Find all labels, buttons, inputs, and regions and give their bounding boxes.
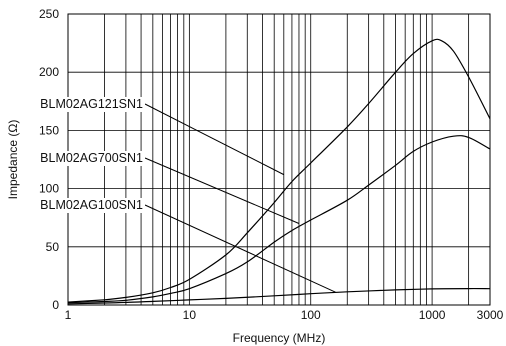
- x-tick-label: 100: [301, 308, 321, 322]
- y-tick-label: 50: [46, 240, 60, 254]
- leader-line: [144, 204, 336, 293]
- y-tick-label: 100: [39, 182, 59, 196]
- leader-line: [144, 103, 285, 176]
- x-tick-label: 3000: [477, 308, 504, 322]
- chart-curves: [67, 38, 491, 305]
- y-tick-label: 0: [52, 298, 59, 312]
- x-tick-label: 10: [183, 308, 197, 322]
- x-tick-label: 1000: [419, 308, 446, 322]
- y-tick-label: 250: [39, 7, 59, 21]
- y-tick-label: 200: [39, 65, 59, 79]
- series-line: [67, 287, 491, 305]
- x-tick-labels: 1 10 100 1000 3000: [65, 308, 504, 322]
- series-labels: BLM02AG121SN1 BLM02AG700SN1 BLM02AG100SN1: [35, 97, 145, 213]
- series-label-background: [35, 97, 145, 112]
- series-line: [67, 38, 491, 303]
- series-label: BLM02AG100SN1: [40, 198, 143, 212]
- series-label-background: [35, 198, 145, 213]
- series-line: [67, 135, 491, 304]
- y-tick-label: 150: [39, 123, 59, 137]
- y-axis-title: Impedance (Ω): [6, 120, 20, 200]
- series-label: BLM02AG121SN1: [40, 97, 143, 111]
- y-tick-labels: 0 50 100 150 200 250: [39, 7, 59, 312]
- series-label-background: [35, 151, 145, 166]
- leader-line: [144, 157, 300, 224]
- label-leader-lines: [144, 103, 336, 293]
- series-label: BLM02AG700SN1: [40, 151, 143, 165]
- x-axis-title: Frequency (MHz): [233, 331, 326, 345]
- chart-grid: [68, 14, 490, 305]
- x-tick-label: 1: [65, 308, 72, 322]
